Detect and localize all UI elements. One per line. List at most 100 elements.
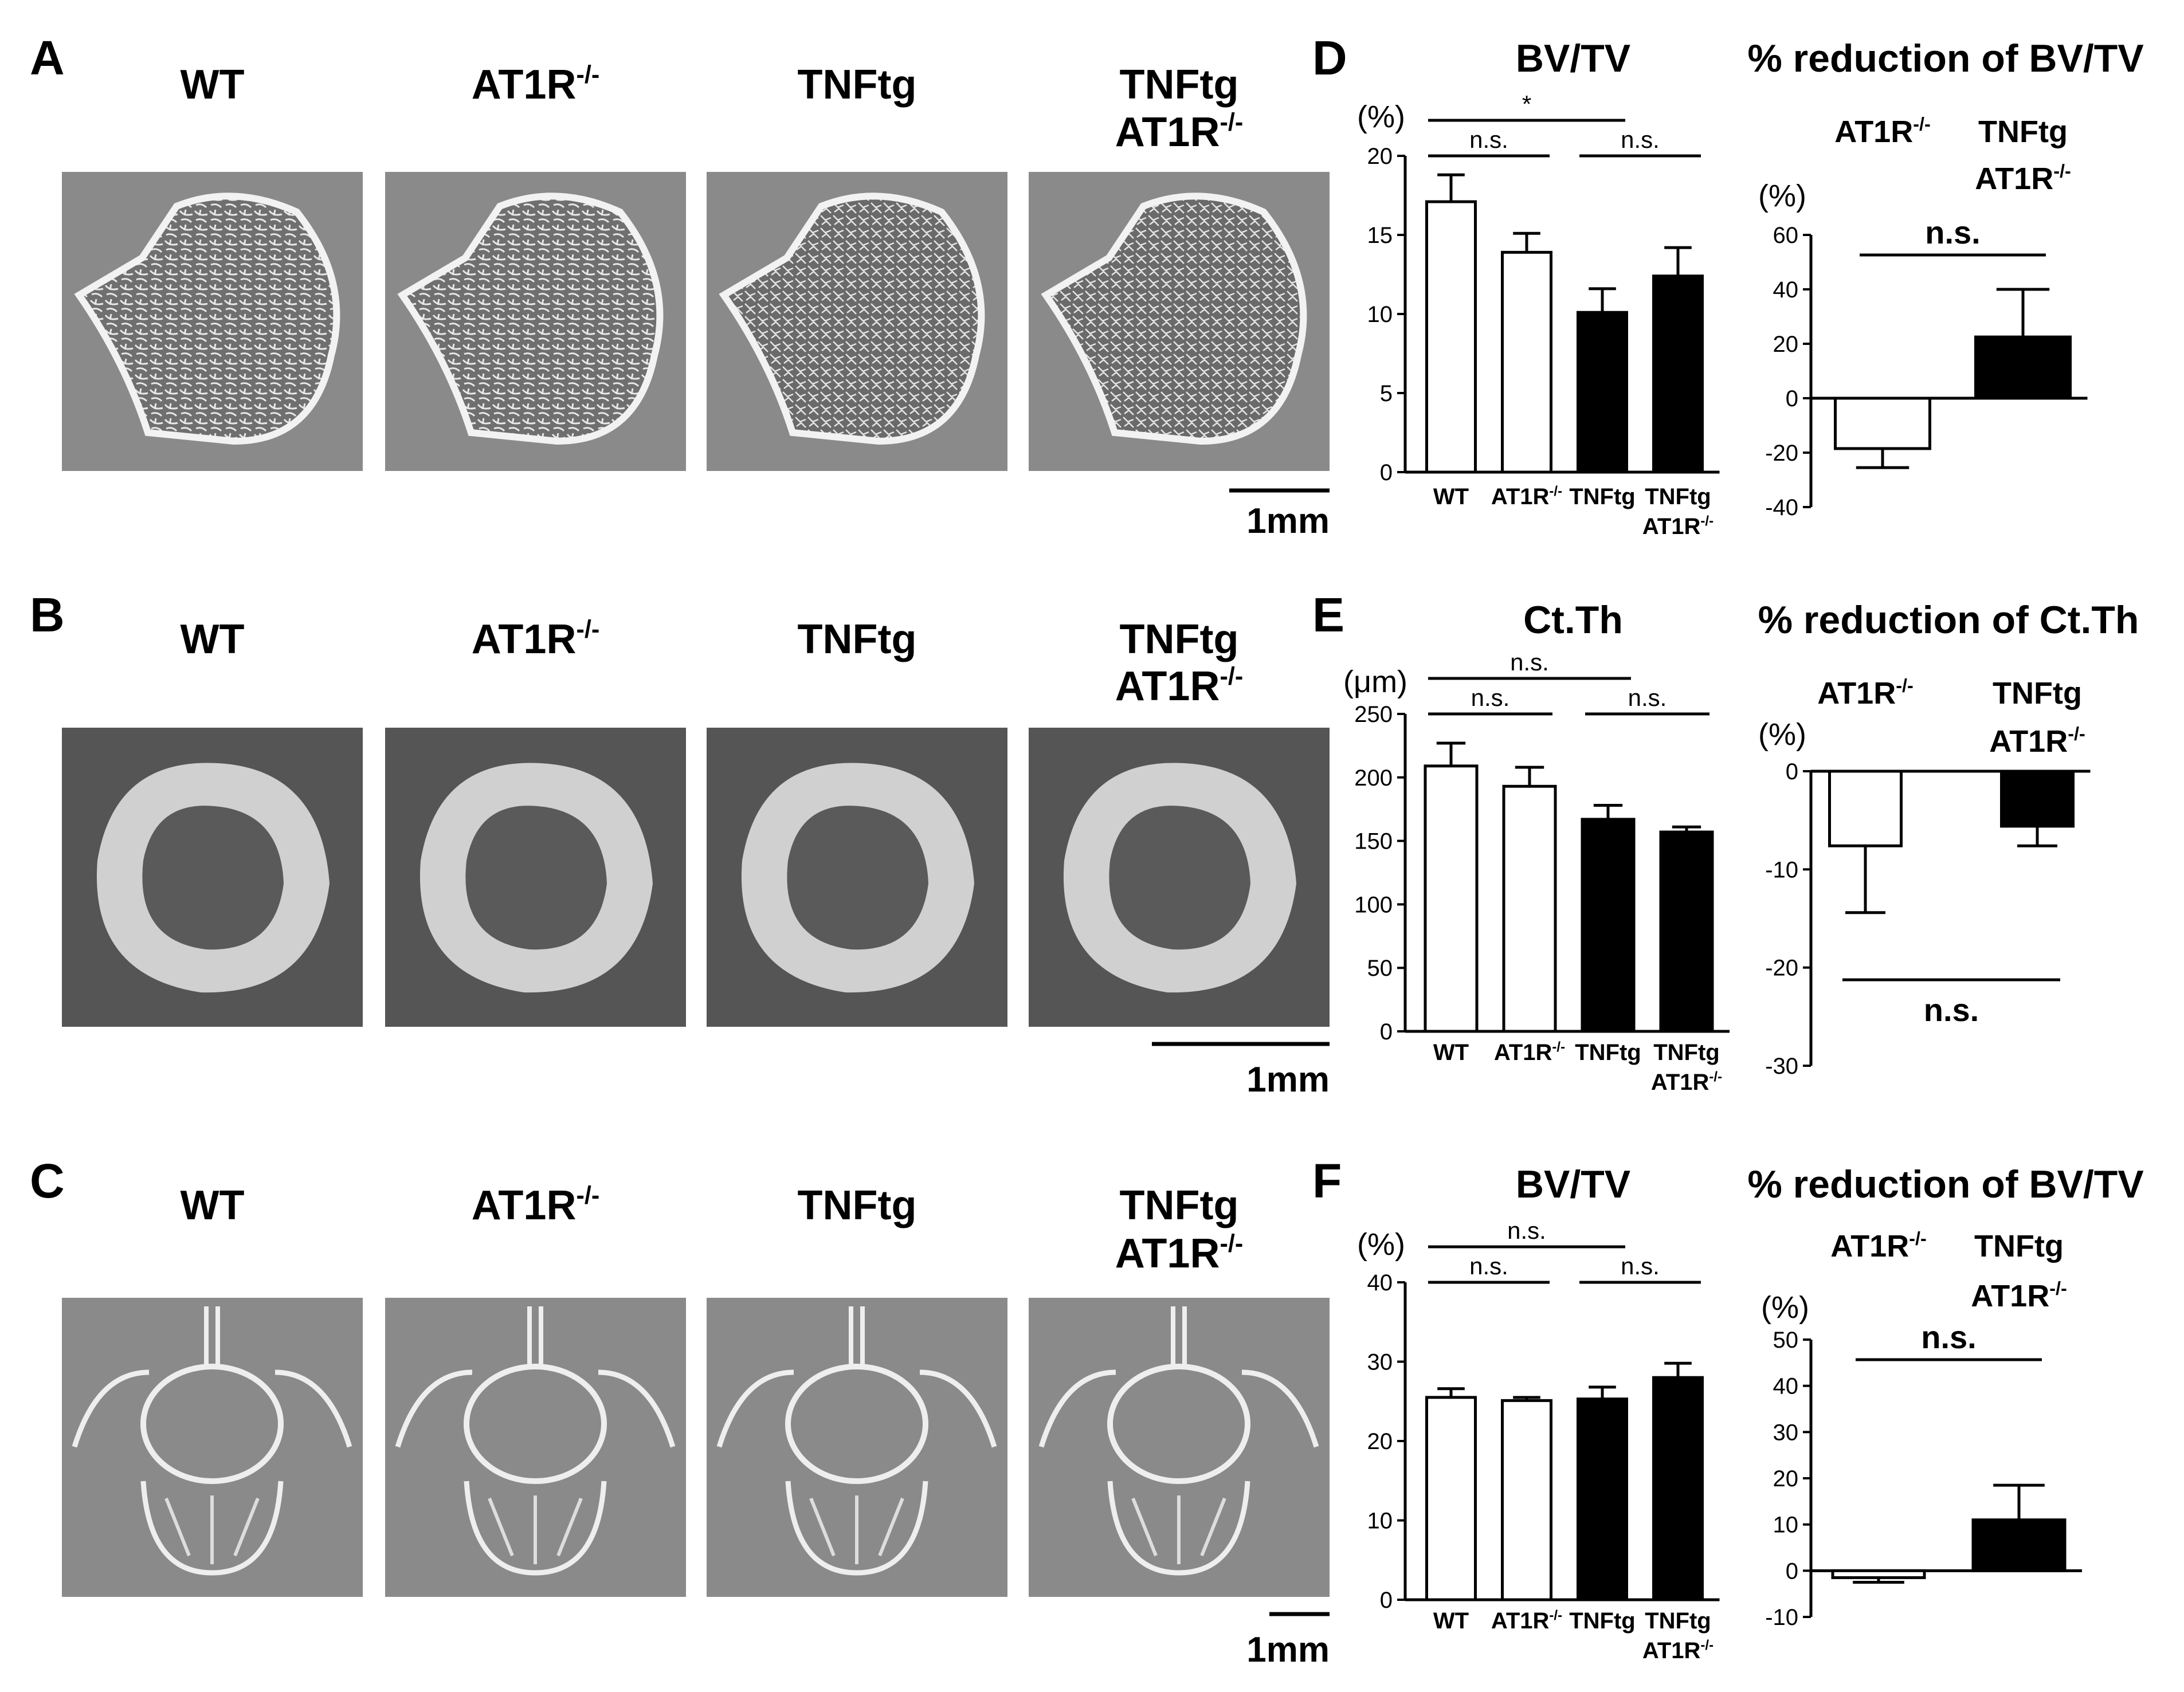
- y-tick-label: 50: [1367, 956, 1393, 981]
- x-tick-label-0: WT: [1433, 484, 1469, 509]
- y-axis-unit: (%): [1758, 717, 1806, 752]
- chart-E2: % reduction of Ct.Th(%)-30-20-100AT1R-/-…: [1758, 598, 2139, 1079]
- x-tick-label-1: AT1R-/-: [1491, 1608, 1562, 1634]
- group-header-1: TNFtg: [1974, 1229, 2064, 1263]
- y-tick-label: -10: [1765, 857, 1798, 882]
- group-header-0: AT1R-/-: [1830, 1228, 1927, 1263]
- group-header-1-main: TNFtg: [1974, 1229, 2064, 1263]
- x-tick-label-2-main: TNFtg: [1569, 1608, 1636, 1634]
- chart-F2: % reduction of BV/TV (%) -10 0 10 20 30 40 50 AT1…: [1747, 1163, 2143, 1630]
- group-header-0-main: AT1R: [1817, 676, 1896, 710]
- bar-0: [1424, 764, 1479, 1033]
- panel-letter-A: A: [30, 31, 65, 85]
- y-axis-unit: (μm): [1343, 665, 1407, 699]
- column-title-C-2-main: TNFtg: [798, 1183, 917, 1228]
- group-header-1: TNFtg: [1978, 115, 2068, 149]
- x-tick-label-3-main: TNFtg: [1645, 484, 1711, 509]
- x-tick-label-2: TNFtg: [1569, 484, 1636, 509]
- x-tick-label-3-main: TNFtg: [1653, 1040, 1720, 1065]
- y-tick-label: 50: [1773, 1328, 1799, 1353]
- y-tick-label: 10: [1367, 302, 1393, 327]
- group-subheader-1-main: AT1R: [1989, 724, 2068, 759]
- trabecular-bone-section: [397, 193, 664, 445]
- chart-title: Ct.Th: [1523, 598, 1623, 642]
- bar-0: [1831, 1569, 1926, 1579]
- x-tick-label-0-main: WT: [1433, 1040, 1469, 1065]
- vertebral-trabeculae: [809, 1495, 904, 1564]
- x-tick-sublabel-3: AT1R-/-: [1651, 1069, 1722, 1095]
- spinous-process: [527, 1306, 543, 1369]
- bar-1: [1501, 1399, 1552, 1601]
- x-tick-sublabel-3-main: AT1R: [1651, 1070, 1709, 1095]
- column-title-B-2: TNFtg: [798, 617, 917, 662]
- group-header-1-main: TNFtg: [1978, 115, 2068, 149]
- group-subheader-1: AT1R-/-: [1971, 1278, 2067, 1313]
- y-tick-label: 150: [1354, 829, 1393, 854]
- marrow-cavity: [1109, 806, 1250, 950]
- micro-ct-image-C-0: [62, 1298, 363, 1597]
- chart-title: BV/TV: [1516, 37, 1630, 80]
- x-tick-sublabel-3: AT1R-/-: [1642, 513, 1714, 539]
- column-title-A-2: TNFtg: [798, 62, 917, 108]
- y-tick-label: -20: [1765, 956, 1798, 981]
- y-tick-label: 250: [1354, 702, 1393, 727]
- scale-bar-label-C: 1mm: [1246, 1630, 1330, 1670]
- x-tick-label-3-main: TNFtg: [1645, 1608, 1711, 1634]
- bar-1: [1502, 784, 1557, 1033]
- x-tick-label-1-sup: -/-: [1549, 484, 1562, 499]
- bar-2: [1577, 311, 1628, 474]
- x-tick-label-1: AT1R-/-: [1494, 1039, 1565, 1065]
- x-tick-sublabel-3-sup: -/-: [1709, 1069, 1722, 1085]
- column-title-C-2: TNFtg: [798, 1183, 917, 1228]
- x-tick-label-1-main: AT1R: [1491, 484, 1550, 509]
- y-axis-unit: (%): [1758, 179, 1806, 213]
- y-tick-label: -20: [1765, 441, 1798, 466]
- micro-ct-image-B-2: [707, 728, 1007, 1027]
- column-title-C-3: TNFtg: [1120, 1183, 1239, 1228]
- y-tick-label: 0: [1380, 1588, 1393, 1613]
- group-header-0-main: AT1R: [1830, 1229, 1909, 1263]
- y-tick-label: 200: [1354, 765, 1393, 791]
- column-title-C-0: WT: [181, 1183, 245, 1228]
- marrow-cavity: [142, 806, 284, 950]
- vertebral-canal: [140, 1364, 284, 1484]
- x-tick-sublabel-3-sup: -/-: [1700, 1638, 1714, 1653]
- spinous-process: [849, 1306, 865, 1369]
- spinous-process: [204, 1306, 220, 1369]
- significance-label-0: n.s.: [1924, 992, 1979, 1028]
- y-axis-unit: (%): [1357, 1227, 1405, 1262]
- micro-ct-image-C-1: [385, 1298, 686, 1597]
- chart-title: % reduction of Ct.Th: [1758, 598, 2139, 642]
- significance-label-0: n.s.: [1921, 1319, 1976, 1355]
- column-title-A-1: AT1R-/-: [472, 61, 599, 108]
- column-title-C-1: AT1R-/-: [472, 1182, 599, 1228]
- bar-3: [1659, 830, 1714, 1033]
- column-title-B-3-main: TNFtg: [1120, 617, 1239, 662]
- panel-letter-F: F: [1312, 1154, 1342, 1208]
- group-subheader-1-main: AT1R: [1975, 162, 2053, 196]
- group-subheader-1: AT1R-/-: [1989, 723, 2085, 759]
- column-subtitle-B-3-sup: -/-: [1220, 663, 1243, 690]
- y-tick-label: 0: [1380, 460, 1393, 485]
- panel-letter-B: B: [30, 588, 65, 642]
- significance-label-0: n.s.: [1471, 684, 1510, 711]
- x-tick-label-0-main: WT: [1433, 1608, 1469, 1634]
- column-title-A-1-sup: -/-: [576, 61, 599, 89]
- group-header-0-sup: -/-: [1896, 675, 1914, 696]
- spinous-process: [1171, 1306, 1187, 1369]
- column-subtitle-A-3-main: AT1R: [1115, 109, 1220, 155]
- vertebral-trabeculae: [164, 1495, 260, 1564]
- y-tick-label: 40: [1773, 277, 1799, 303]
- group-subheader-1-sup: -/-: [2068, 723, 2085, 744]
- column-title-B-2-main: TNFtg: [798, 617, 917, 662]
- y-tick-label: 100: [1354, 892, 1393, 917]
- y-tick-label: -10: [1765, 1605, 1798, 1630]
- column-title-B-1-main: AT1R: [472, 617, 577, 662]
- y-tick-label: 30: [1367, 1350, 1393, 1375]
